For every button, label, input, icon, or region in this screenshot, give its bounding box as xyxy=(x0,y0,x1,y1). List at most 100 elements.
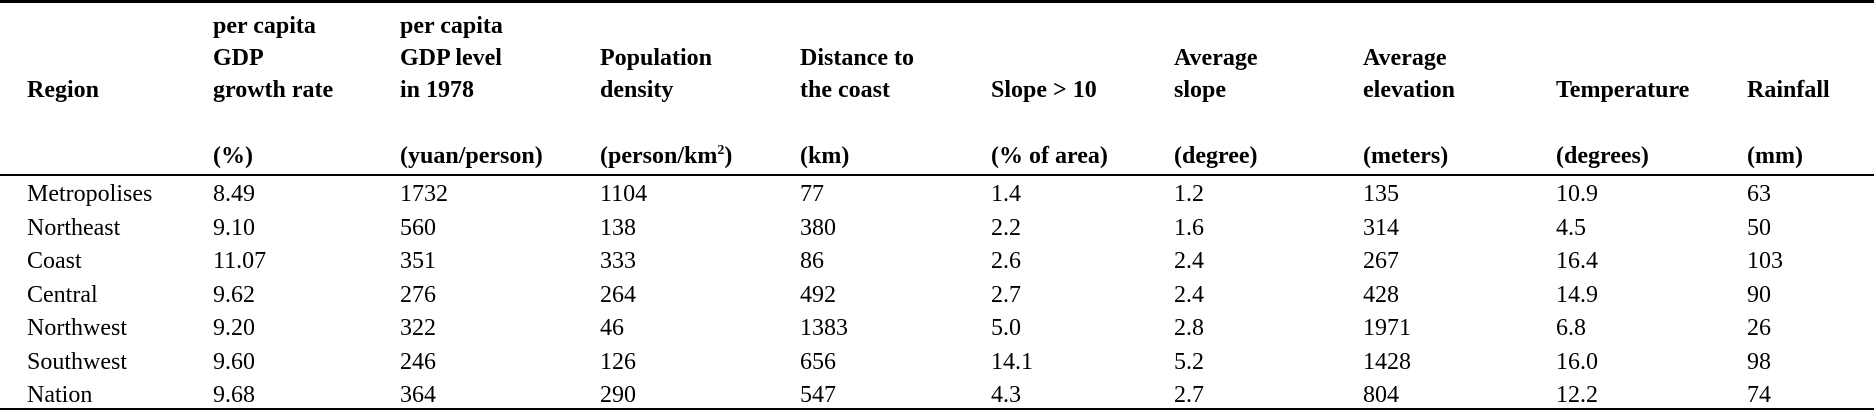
cell-region: Northeast xyxy=(27,214,121,241)
unit-temperature: (degrees) xyxy=(1556,143,1649,169)
header-region: Region xyxy=(27,74,99,106)
cell-population-density: 264 xyxy=(600,281,636,308)
cell-gdp-level: 276 xyxy=(400,281,436,308)
cell-gdp-level: 1732 xyxy=(400,181,448,207)
table-row: Metropolises 8.49 1732 1104 77 1.4 1.2 1… xyxy=(0,178,1874,212)
cell-temperature: 10.9 xyxy=(1556,181,1598,207)
header-average-slope-line-1: Average xyxy=(1174,45,1258,71)
cell-population-density: 138 xyxy=(600,214,636,241)
cell-population-density: 46 xyxy=(600,315,624,341)
cell-average-elevation: 267 xyxy=(1363,248,1399,274)
cell-slope-over-10: 2.6 xyxy=(991,248,1021,274)
cell-region: Nation xyxy=(27,382,93,408)
cell-gdp-level: 364 xyxy=(400,382,436,408)
table-row: Northwest 9.20 322 46 1383 5.0 2.8 1971 … xyxy=(0,312,1874,346)
cell-gdp-growth: 9.62 xyxy=(213,281,255,308)
cell-rainfall: 103 xyxy=(1747,248,1783,274)
cell-distance: 656 xyxy=(800,348,836,375)
cell-distance: 547 xyxy=(800,382,836,408)
cell-rainfall: 63 xyxy=(1747,181,1771,207)
cell-rainfall: 26 xyxy=(1747,315,1771,341)
header-slope-over-10-line-1: Slope > 10 xyxy=(991,77,1097,103)
unit-distance: (km) xyxy=(800,143,850,169)
cell-region: Central xyxy=(27,281,98,308)
unit-average-slope: (degree) xyxy=(1174,143,1258,169)
table-top-rule xyxy=(0,0,1874,3)
header-gdp-level-1978: per capita GDP level in 1978 xyxy=(400,10,503,106)
header-population-density: Population density xyxy=(600,42,712,106)
cell-average-slope: 2.8 xyxy=(1174,315,1204,341)
header-average-elevation: Average elevation xyxy=(1363,42,1455,106)
cell-temperature: 14.9 xyxy=(1556,281,1598,308)
cell-gdp-growth: 9.20 xyxy=(213,315,255,341)
table-row: Central 9.62 276 264 492 2.7 2.4 428 14.… xyxy=(0,279,1874,313)
header-average-slope-line-2: slope xyxy=(1174,77,1227,103)
cell-average-slope: 2.7 xyxy=(1174,382,1204,408)
cell-gdp-growth: 9.68 xyxy=(213,382,255,408)
cell-distance: 77 xyxy=(800,181,824,207)
unit-population-density-tail: ) xyxy=(724,143,733,169)
cell-average-elevation: 314 xyxy=(1363,214,1399,241)
cell-region: Southwest xyxy=(27,348,128,375)
cell-slope-over-10: 2.7 xyxy=(991,281,1021,308)
cell-average-slope: 5.2 xyxy=(1174,348,1204,375)
cell-slope-over-10: 14.1 xyxy=(991,348,1033,375)
header-distance-line-2: the coast xyxy=(800,77,890,103)
cell-temperature: 16.0 xyxy=(1556,348,1598,375)
header-gdp-growth-line-1: per capita xyxy=(213,13,316,39)
cell-population-density: 126 xyxy=(600,348,636,375)
header-gdp-growth: per capita GDP growth rate xyxy=(213,10,333,106)
table-bottom-rule xyxy=(0,408,1874,410)
cell-region: Metropolises xyxy=(27,181,153,207)
cell-rainfall: 98 xyxy=(1747,348,1771,375)
cell-temperature: 4.5 xyxy=(1556,214,1586,241)
header-distance-line-1: Distance to xyxy=(800,45,914,71)
header-rainfall-line-1: Rainfall xyxy=(1747,77,1830,103)
table-header-rule xyxy=(0,174,1874,176)
table-row: Northeast 9.10 560 138 380 2.2 1.6 314 4… xyxy=(0,212,1874,246)
cell-distance: 1383 xyxy=(800,315,848,341)
header-region-line-1: Region xyxy=(27,77,99,103)
table-row: Southwest 9.60 246 126 656 14.1 5.2 1428… xyxy=(0,346,1874,380)
unit-gdp-growth: (%) xyxy=(213,143,253,169)
header-gdp-growth-line-3: growth rate xyxy=(213,77,334,103)
unit-average-elevation: (meters) xyxy=(1363,143,1449,169)
unit-slope-over-10: (% of area) xyxy=(991,143,1108,169)
header-population-density-line-2: density xyxy=(600,77,674,103)
header-distance-to-coast: Distance to the coast xyxy=(800,42,914,106)
cell-temperature: 12.2 xyxy=(1556,382,1598,408)
cell-region: Coast xyxy=(27,248,82,274)
cell-rainfall: 74 xyxy=(1747,382,1771,408)
cell-gdp-growth: 8.49 xyxy=(213,181,255,207)
header-population-density-line-1: Population xyxy=(600,45,713,71)
cell-gdp-level: 351 xyxy=(400,248,436,274)
header-average-elevation-line-2: elevation xyxy=(1363,77,1455,103)
cell-temperature: 6.8 xyxy=(1556,315,1586,341)
table-row: Coast 11.07 351 333 86 2.6 2.4 267 16.4 … xyxy=(0,245,1874,279)
header-average-slope: Average slope xyxy=(1174,42,1258,106)
header-temperature: Temperature xyxy=(1556,74,1689,106)
cell-distance: 492 xyxy=(800,281,836,308)
table-row: Nation 9.68 364 290 547 4.3 2.7 804 12.2… xyxy=(0,379,1874,413)
cell-gdp-level: 246 xyxy=(400,348,436,375)
header-temperature-line-1: Temperature xyxy=(1556,77,1690,103)
cell-average-elevation: 428 xyxy=(1363,281,1399,308)
cell-gdp-growth: 9.10 xyxy=(213,214,255,241)
header-slope-over-10: Slope > 10 xyxy=(991,74,1097,106)
cell-rainfall: 50 xyxy=(1747,214,1771,241)
cell-average-slope: 2.4 xyxy=(1174,281,1204,308)
unit-rainfall: (mm) xyxy=(1747,143,1803,169)
cell-population-density: 1104 xyxy=(600,181,648,207)
cell-average-slope: 2.4 xyxy=(1174,248,1204,274)
cell-average-elevation: 1428 xyxy=(1363,348,1411,375)
cell-gdp-growth: 11.07 xyxy=(213,248,267,274)
cell-temperature: 16.4 xyxy=(1556,248,1598,274)
cell-region: Northwest xyxy=(27,315,127,341)
cell-population-density: 290 xyxy=(600,382,636,408)
cell-population-density: 333 xyxy=(600,248,636,274)
header-gdp-growth-line-2: GDP xyxy=(213,45,264,71)
unit-population-density: (person/km2) xyxy=(600,140,732,172)
header-gdp-level-line-3: in 1978 xyxy=(400,77,475,103)
cell-average-elevation: 1971 xyxy=(1363,315,1411,341)
